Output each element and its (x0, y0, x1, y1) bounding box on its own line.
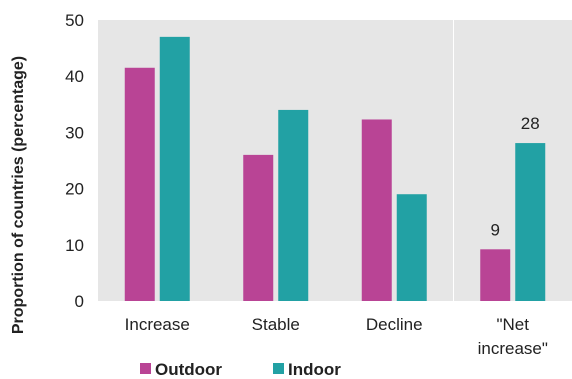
data-label: 9 (491, 220, 500, 239)
bar-indoor-2 (396, 194, 427, 301)
bar-indoor-0 (159, 36, 190, 302)
bar-outdoor-3 (480, 249, 511, 301)
bar-indoor-3 (515, 143, 546, 301)
y-tick-label: 20 (65, 180, 84, 199)
bar-outdoor-2 (361, 119, 392, 301)
x-tick-label: Decline (366, 315, 423, 334)
legend-label-indoor: Indoor (288, 360, 341, 379)
y-axis-title: Proportion of countries (percentage) (10, 56, 27, 334)
data-label: 28 (521, 114, 540, 133)
bar-outdoor-1 (243, 154, 274, 301)
bar-indoor-1 (278, 109, 309, 301)
legend-swatch-indoor (273, 363, 284, 374)
bars (124, 36, 546, 302)
data-labels: 9 28 (491, 114, 540, 239)
x-tick-label: increase" (478, 339, 548, 358)
x-tick-label: Stable (252, 315, 300, 334)
y-axis: 0 10 20 30 40 50 (65, 11, 84, 311)
x-axis: Increase Stable Decline "Net increase" (125, 315, 548, 358)
y-tick-label: 50 (65, 11, 84, 30)
bar-outdoor-0 (124, 67, 155, 302)
legend-swatch-outdoor (140, 363, 151, 374)
y-tick-label: 10 (65, 236, 84, 255)
y-tick-label: 0 (75, 292, 84, 311)
y-tick-label: 30 (65, 123, 84, 142)
legend: Outdoor Indoor (140, 360, 341, 379)
legend-label-outdoor: Outdoor (155, 360, 222, 379)
x-tick-label: "Net (497, 315, 530, 334)
y-tick-label: 40 (65, 67, 84, 86)
x-tick-label: Increase (125, 315, 190, 334)
